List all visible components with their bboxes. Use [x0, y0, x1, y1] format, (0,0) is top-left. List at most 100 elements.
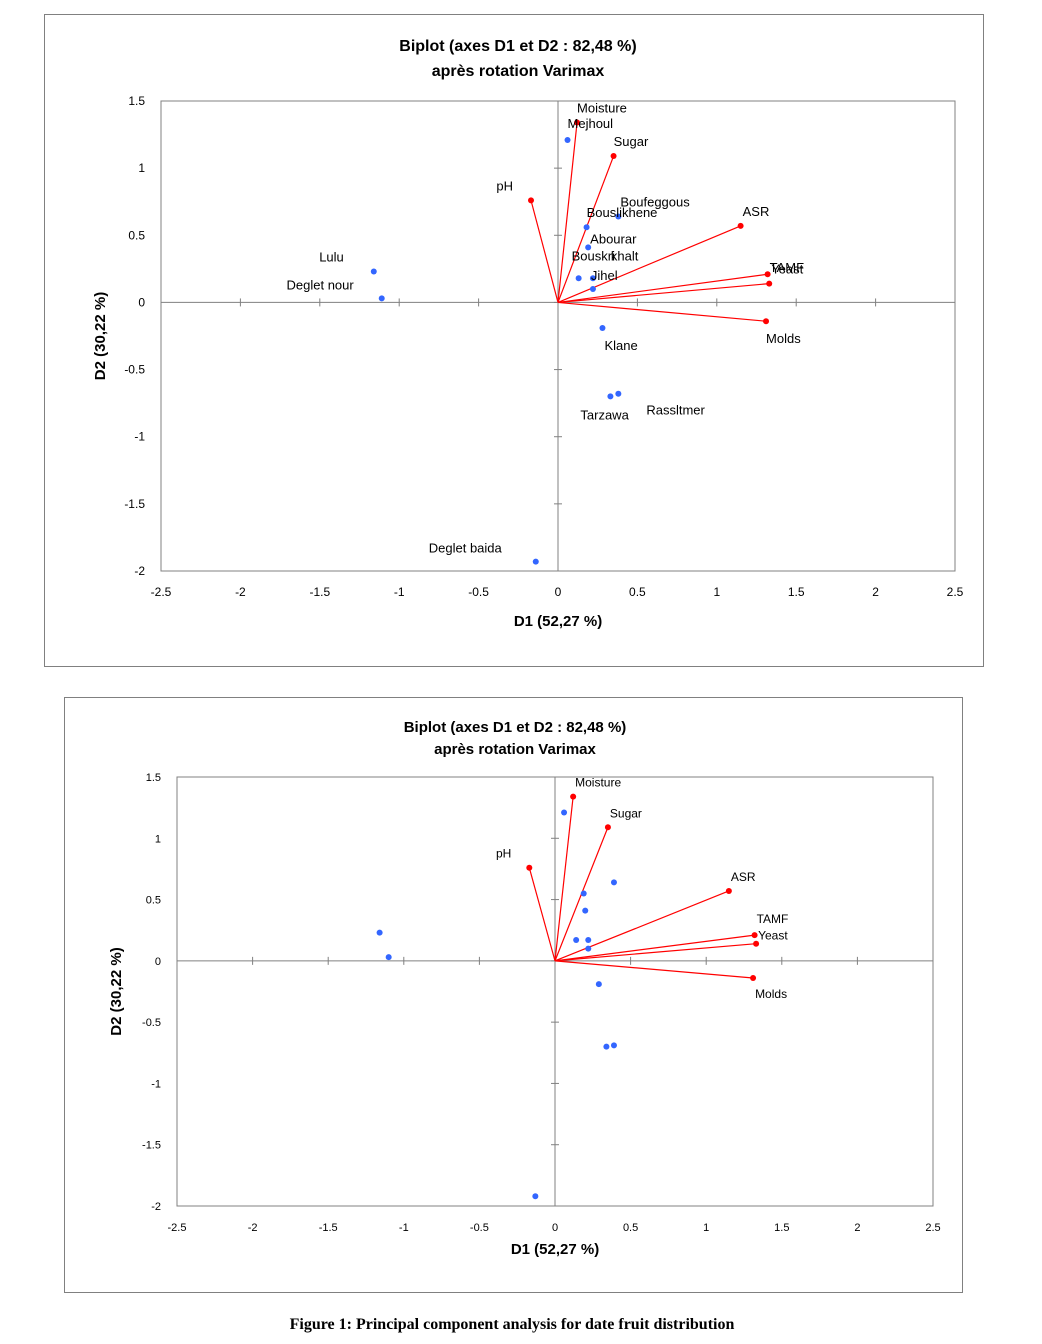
- observation-label: khalt: [611, 248, 639, 263]
- y-axis-label: D2 (30,22 %): [108, 947, 125, 1035]
- variable-vector: [557, 273, 768, 304]
- variable-vector: [530, 200, 559, 303]
- y-tick-label: 1.5: [146, 772, 161, 784]
- observation-point: [595, 981, 602, 988]
- y-tick-label: -1: [151, 1078, 161, 1090]
- observation-point: [599, 324, 606, 331]
- y-tick-label: 1: [138, 161, 145, 175]
- x-tick-label: 0.5: [623, 1222, 638, 1234]
- x-axis-label: D1 (52,27 %): [511, 1241, 599, 1258]
- variable-point: [725, 887, 732, 894]
- variable-vector: [557, 225, 741, 303]
- x-tick-label: -0.5: [470, 1222, 489, 1234]
- x-axis-label: D1 (52,27 %): [514, 613, 602, 630]
- observation-label: Deglet nour: [287, 277, 355, 292]
- y-tick-label: -0.5: [142, 1017, 161, 1029]
- x-tick-label: 2: [872, 585, 879, 599]
- variable-point: [528, 197, 535, 204]
- variable-point: [574, 119, 581, 126]
- variable-label: TAMF: [770, 260, 804, 275]
- observation-label: Tarzawa: [580, 407, 629, 422]
- observation-point: [610, 1042, 617, 1049]
- variable-point: [764, 271, 771, 278]
- variable-point: [526, 864, 533, 871]
- observation-label: Abourar: [590, 231, 637, 246]
- observation-label: Boufeggous: [620, 194, 690, 209]
- variable-label: Sugar: [614, 134, 649, 149]
- variable-label: Molds: [755, 987, 787, 1001]
- variable-label: pH: [496, 178, 513, 193]
- x-tick-label: 1: [713, 585, 720, 599]
- observation-point: [385, 954, 392, 961]
- observation-point: [610, 879, 617, 886]
- observation-point: [561, 809, 568, 816]
- variable-label: ASR: [731, 870, 756, 884]
- x-tick-label: 2.5: [925, 1222, 940, 1234]
- biplot-svg-1: Biplot (axes D1 et D2 : 82,48 %) après ro…: [92, 38, 964, 630]
- x-tick-label: 0: [552, 1222, 558, 1234]
- variable-label: Sugar: [610, 806, 642, 820]
- chart-title: Biplot (axes D1 et D2 : 82,48 %): [399, 38, 636, 55]
- variable-point: [750, 975, 757, 982]
- variable-label: Molds: [766, 331, 801, 346]
- observation-point: [585, 945, 592, 952]
- observation-point: [603, 1043, 610, 1050]
- variable-vector: [554, 943, 757, 962]
- observation-label: Rassltmer: [646, 403, 705, 418]
- observation-point: [378, 295, 385, 302]
- variable-label: Yeast: [771, 262, 803, 277]
- variable-vector: [554, 934, 755, 962]
- observation-point: [589, 275, 596, 282]
- variable-point: [737, 222, 744, 229]
- variable-point: [604, 824, 611, 831]
- chart-subtitle: après rotation Varimax: [432, 63, 605, 80]
- variable-point: [753, 940, 760, 947]
- y-tick-label: 0.5: [128, 228, 145, 242]
- chart-title: Biplot (axes D1 et D2 : 82,48 %): [404, 719, 627, 736]
- x-tick-label: -0.5: [468, 585, 489, 599]
- y-axis-label: D2 (30,22 %): [92, 292, 109, 380]
- variable-vector: [528, 867, 556, 962]
- observation-point: [615, 213, 622, 220]
- observation-label: Klane: [604, 338, 637, 353]
- variable-label: TAMF: [757, 912, 789, 926]
- variable-point: [570, 793, 577, 800]
- x-tick-label: -2.5: [168, 1222, 187, 1234]
- observation-point: [370, 268, 377, 275]
- x-tick-label: -1.5: [309, 585, 330, 599]
- figure-caption: Figure 1: Principal component analysis f…: [289, 1316, 735, 1333]
- x-tick-label: -2.5: [151, 585, 172, 599]
- observation-point: [532, 558, 539, 565]
- observation-point: [583, 224, 590, 231]
- observation-point: [589, 286, 596, 292]
- variable-vector: [554, 890, 730, 962]
- variable-label: ASR: [743, 204, 770, 219]
- observation-point: [575, 275, 582, 282]
- observation-label: Jihel: [591, 268, 618, 283]
- variable-label: Moisture: [575, 776, 621, 790]
- observation-point: [376, 929, 383, 936]
- observation-label: Mejhoul: [568, 116, 614, 131]
- observation-point: [582, 907, 589, 914]
- variable-vector: [554, 796, 574, 961]
- observation-point: [564, 136, 571, 143]
- y-tick-label: -2: [151, 1201, 161, 1213]
- y-tick-label: 0: [138, 295, 145, 309]
- observation-point: [532, 1193, 539, 1200]
- x-tick-label: 0: [555, 585, 562, 599]
- y-tick-label: -2: [134, 564, 145, 578]
- x-tick-label: 0.5: [629, 585, 646, 599]
- observation-label: Bouskri: [572, 248, 615, 263]
- y-tick-label: -1: [134, 430, 145, 444]
- variable-label: Moisture: [577, 100, 627, 115]
- x-tick-label: -1: [399, 1222, 409, 1234]
- variable-vector: [557, 283, 770, 304]
- variable-vector: [554, 960, 754, 979]
- y-tick-label: 1: [155, 833, 161, 845]
- y-tick-label: -1.5: [124, 497, 145, 511]
- observation-label: Bouslikhene: [587, 205, 658, 220]
- observation-point: [607, 393, 614, 400]
- y-tick-label: 0: [155, 956, 161, 968]
- x-tick-label: -1: [394, 585, 405, 599]
- y-tick-label: 1.5: [128, 94, 145, 108]
